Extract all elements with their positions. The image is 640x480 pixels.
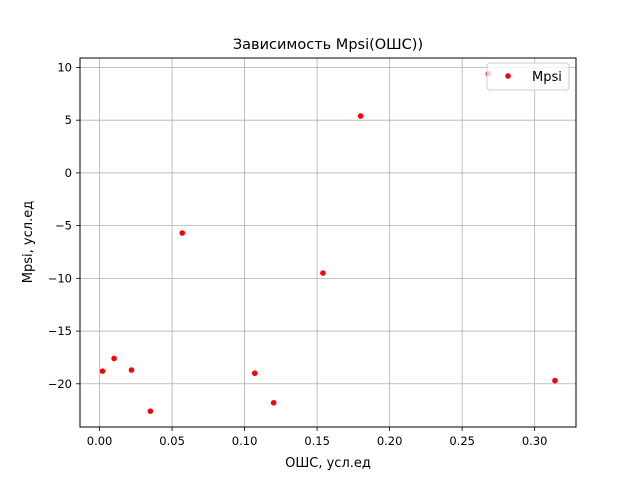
data-point — [320, 270, 326, 276]
chart-title: Зависимость Mpsi(ОШС)) — [233, 37, 423, 53]
y-axis-label: Mpsi, усл.ед — [21, 201, 36, 283]
x-tick-label: 0.15 — [304, 434, 330, 448]
y-tick-label: −20 — [48, 377, 72, 391]
y-tick-label: 0 — [65, 166, 72, 180]
plot-frame — [79, 57, 577, 428]
y-tick-label: −10 — [48, 271, 72, 285]
y-tick-label: 5 — [65, 113, 72, 127]
y-tick-label: 10 — [57, 60, 72, 74]
x-tick-label: 0.05 — [159, 434, 185, 448]
legend-label: Mpsi — [532, 70, 562, 85]
data-point — [147, 408, 154, 414]
x-tick-label: 0.10 — [232, 434, 258, 448]
x-axis-label: ОШС, усл.ед — [285, 456, 371, 471]
data-point — [251, 370, 258, 377]
x-tick-label: 0.00 — [87, 434, 113, 448]
data-point — [270, 399, 277, 406]
data-point — [179, 230, 186, 236]
y-tick-label: −15 — [48, 324, 72, 338]
data-point — [357, 113, 364, 119]
data-point — [111, 355, 117, 362]
grid — [80, 58, 576, 427]
y-axis-ticks: 10 5 0 −5 −10 −15 −20 — [48, 60, 80, 391]
data-point — [99, 368, 106, 374]
x-tick-label: 0.25 — [449, 434, 475, 448]
x-tick-label: 0.20 — [377, 434, 403, 448]
legend-box — [486, 62, 570, 91]
data-point — [128, 367, 135, 373]
legend: Mpsi — [486, 62, 570, 91]
x-axis-ticks: 0.00 0.05 0.10 0.15 0.20 0.25 0.30 — [87, 427, 548, 448]
legend-marker — [505, 73, 511, 79]
x-tick-label: 0.30 — [522, 434, 548, 448]
data-point — [552, 377, 558, 384]
y-tick-label: −5 — [55, 219, 72, 233]
